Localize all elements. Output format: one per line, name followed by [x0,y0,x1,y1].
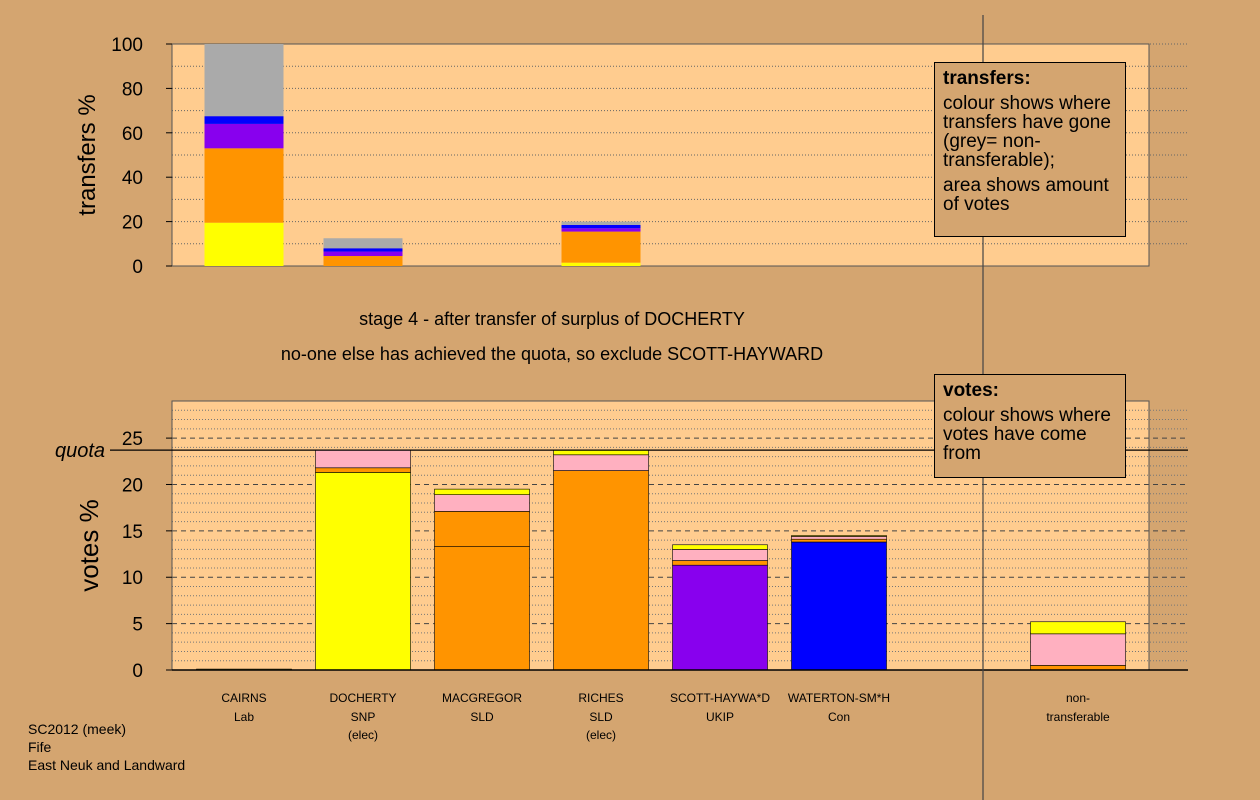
category-party-label: SNP [351,710,376,724]
vote-bar-segment-scotthaywad [672,549,768,561]
votes-legend-title: votes: [943,380,999,401]
category-name-label: DOCHERTY [329,691,396,705]
vote-bar-segment-riches [553,449,649,456]
transfer-bar-segment-macgregor [561,228,641,232]
transfer-bar-segment-macgregor [561,231,641,263]
footer-line-1: SC2012 (meek) [28,721,127,737]
transfers-legend-text-1: colour shows where transfers have gone (… [943,93,1111,171]
vote-bar-segment-docherty [315,472,411,671]
transfers-legend-text-2: area shows amount of votes [943,175,1109,215]
votes-ytick-label: 15 [122,522,143,543]
stage-text-2: no-one else has achieved the quota, so e… [280,344,824,364]
category-name-label: RICHES [578,691,623,705]
transfer-bar-segment-cairns [204,123,284,149]
vote-bar-segment-scotthaywad [672,564,768,671]
quota-label: quota [55,440,105,462]
category-party-label: SLD [589,710,613,724]
votes-legend-text: colour shows where votes have come from [943,405,1111,464]
vote-bar-segment-docherty [315,467,411,473]
footer-line-3: East Neuk and Landward [28,757,186,773]
transfer-bar-segment-cairns [204,148,284,223]
votes-legend: votes: colour shows where votes have com… [934,374,1126,478]
transfer-bar-segment-docherty [323,248,403,252]
transfer-bar-segment-cairns [204,222,284,266]
category-status-label: (elec) [586,728,616,742]
category-party-label: Lab [234,710,254,724]
category-party-label: UKIP [706,710,734,724]
category-party-label: Con [828,710,850,724]
transfer-bar-segment-cairns [204,44,284,117]
vote-bar-segment-macgregor [434,511,530,547]
category-party-label: transferable [1046,710,1110,724]
vote-bar-segment-watertonsmh [791,536,887,540]
footer-line-2: Fife [28,739,52,755]
transfers-ytick-label: 80 [122,79,143,100]
category-name-label: SCOTT-HAYWA*D [670,691,770,705]
transfers-legend-title: transfers: [943,68,1031,89]
vote-bar-segment-watertonsmh [791,538,887,543]
category-party-label: SLD [470,710,494,724]
category-name-label: WATERTON-SM*H [788,691,890,705]
transfer-bar-segment-docherty [323,238,403,249]
vote-bar-segment-macgregor [434,546,530,671]
votes-ytick-label: 10 [122,568,143,589]
category-name-label: CAIRNS [221,691,266,705]
transfers-ylabel: transfers % [74,94,101,215]
vote-bar-segment-docherty [315,449,411,469]
transfer-bar-segment-macgregor [561,224,641,229]
transfer-bar-segment-cairns [204,116,284,124]
vote-bar-segment-riches [553,470,649,671]
vote-bar-segment-non [1030,633,1126,666]
transfer-bar-segment-docherty [323,251,403,257]
vote-bar-segment-scotthaywad [672,560,768,566]
votes-ytick-label: 25 [122,429,143,450]
transfers-legend: transfers: colour shows where transfers … [934,62,1126,237]
transfers-ytick-label: 60 [122,124,143,145]
transfer-bar-segment-docherty [323,256,403,266]
transfers-ytick-label: 100 [111,35,143,56]
vote-bar-segment-watertonsmh [791,541,887,671]
transfers-ytick-label: 20 [122,213,143,234]
transfer-bar-segment-macgregor [561,221,641,225]
vote-bar-segment-non [1030,621,1126,635]
vote-bar-segment-watertonsmh [791,535,887,537]
category-status-label: (elec) [348,728,378,742]
category-name-label: MACGREGOR [442,691,522,705]
stage-text-1: stage 4 - after transfer of surplus of D… [359,309,745,329]
transfers-ytick-label: 40 [122,168,143,189]
vote-bar-segment-riches [553,454,649,471]
transfers-ytick-label: 0 [132,257,143,278]
votes-ylabel: votes % [74,499,104,592]
votes-ytick-label: 20 [122,475,143,496]
vote-bar-segment-scotthaywad [672,544,768,550]
votes-ytick-label: 5 [132,615,143,636]
votes-ytick-label: 0 [132,661,143,682]
vote-bar-segment-macgregor [434,494,530,512]
vote-bar-segment-macgregor [434,488,530,495]
transfers-plot-border [171,43,1150,267]
transfer-bar-segment-macgregor [561,262,641,266]
category-name-label: non- [1066,691,1090,705]
